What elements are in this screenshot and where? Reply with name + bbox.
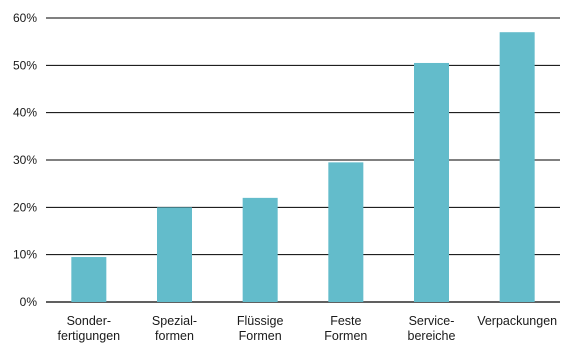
x-category-label-line: Feste <box>330 314 361 328</box>
bar <box>499 32 535 302</box>
y-tick-label: 40% <box>13 106 37 120</box>
y-gridlines <box>46 17 560 303</box>
y-tick-label: 0% <box>20 295 38 309</box>
x-category-label-line: bereiche <box>408 329 456 343</box>
x-category-label-line: Formen <box>324 329 367 343</box>
bar <box>414 62 449 302</box>
x-category-label-line: formen <box>155 329 194 343</box>
y-tick-label: 20% <box>13 200 37 214</box>
x-category-label: Verpackungen <box>477 314 557 328</box>
x-category-label-line: Formen <box>239 329 282 343</box>
x-category-label-line: Service- <box>409 314 455 328</box>
x-category-label-line: fertigungen <box>58 329 121 343</box>
x-category-label: Sonder-fertigungen <box>58 314 121 343</box>
x-category-label: Flüssige Formen <box>237 314 284 343</box>
bar <box>157 207 192 302</box>
y-tick-label: 10% <box>13 248 37 262</box>
bar <box>242 197 278 302</box>
x-category-label-line: Sonder- <box>67 314 111 328</box>
x-category-label-line: Flüssige <box>237 314 284 328</box>
x-category-label: Feste Formen <box>324 314 367 343</box>
x-axis-category-labels: Sonder-fertigungen Spezial-formen Flüssige… <box>58 314 558 343</box>
y-tick-label: 60% <box>13 11 37 25</box>
bar <box>328 162 364 302</box>
y-axis-tick-labels: 0% 10% 20% 30% 40% 50% 60% <box>13 11 37 309</box>
bar <box>71 257 107 302</box>
y-tick-label: 50% <box>13 58 37 72</box>
x-category-label: Service-bereiche <box>408 314 456 343</box>
x-category-label: Spezial-formen <box>152 314 197 343</box>
bars <box>71 32 535 302</box>
x-category-label-line: Verpackungen <box>477 314 557 328</box>
x-category-label-line: Spezial- <box>152 314 197 328</box>
y-tick-label: 30% <box>13 153 37 167</box>
